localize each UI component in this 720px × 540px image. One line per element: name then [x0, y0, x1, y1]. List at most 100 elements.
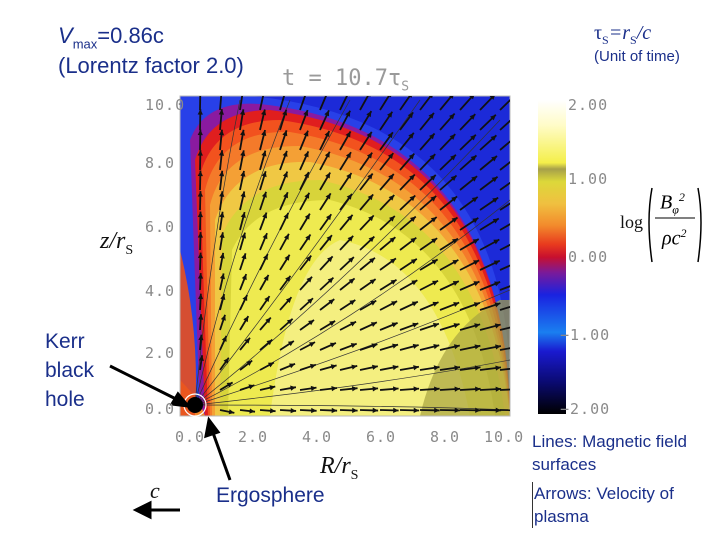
velocity-arrow-head [493, 260, 500, 266]
velocity-arrow-head [392, 386, 399, 392]
velocity-arrow [499, 305, 510, 311]
y-tick: 8.0 [145, 154, 176, 172]
velocity-arrow-head [261, 171, 267, 178]
velocity-arrow-head [410, 258, 417, 265]
velocity-arrow-head [197, 211, 203, 218]
velocity-arrow-head [197, 150, 203, 156]
velocity-arrow-head [350, 343, 357, 349]
tau-definition: τS=rS/c [594, 22, 652, 47]
velocity-arrow-head [387, 132, 393, 139]
velocity-arrow-head [412, 322, 419, 328]
annotation-arrows [109, 364, 232, 520]
kerr-black-hole-label: Kerr black hole [45, 330, 95, 411]
velocity-arrow-head [451, 217, 458, 223]
velocity-arrow-head [471, 196, 478, 203]
velocity-arrow-head [393, 407, 399, 413]
velocity-arrow-head [388, 194, 395, 201]
velocity-arrow-head [429, 154, 436, 160]
velocity-arrow [499, 181, 510, 191]
velocity-arrow-head [246, 360, 253, 366]
velocity-arrow-head [491, 176, 498, 183]
velocity-arrows [197, 89, 521, 415]
velocity-arrow-head [269, 408, 276, 414]
velocity-arrow-head [494, 281, 501, 287]
velocity-arrow-head [516, 408, 521, 413]
velocity-arrow-head [286, 318, 293, 325]
velocity-arrow-head [219, 89, 224, 95]
velocity-arrow-head [310, 385, 317, 391]
velocity-arrow-head [241, 253, 247, 260]
velocity-arrow-head [450, 175, 457, 182]
velocity-arrow-head [408, 96, 412, 98]
velocity-arrow-head [513, 198, 519, 203]
velocity-arrow [499, 161, 510, 171]
vmax-title: Vmax=0.86c [58, 23, 164, 52]
velocity-arrow-head [261, 89, 266, 95]
velocity-arrow-head [283, 233, 289, 240]
velocity-arrow-head [513, 219, 519, 224]
velocity-arrow-head [303, 89, 308, 95]
x-tick: 4.0 [302, 428, 333, 446]
velocity-arrow-head [328, 299, 335, 305]
velocity-arrow-head [389, 216, 395, 222]
velocity-arrow [279, 96, 285, 111]
velocity-arrow-head [493, 239, 500, 245]
velocity-arrow-head [489, 96, 495, 100]
x-axis-label: R/rS [320, 453, 359, 483]
velocity-arrow-head [512, 177, 518, 182]
velocity-arrow-head [264, 296, 270, 303]
velocity-arrow-head [408, 132, 414, 139]
velocity-arrow-head [368, 236, 375, 243]
velocity-arrow-head [515, 303, 521, 308]
velocity-arrow-head [469, 114, 476, 120]
velocity-arrow-head [239, 109, 246, 116]
velocity-arrow-head [431, 259, 438, 265]
velocity-arrow-head [348, 257, 354, 263]
velocity-arrow-head [305, 234, 311, 241]
velocity-arrow-head [348, 278, 355, 284]
velocity-arrow-head [469, 96, 475, 100]
velocity-arrow-head [391, 301, 398, 307]
velocity-arrow-head [492, 197, 499, 203]
velocity-arrow-head [371, 343, 378, 349]
velocity-arrow-head [392, 343, 399, 349]
velocity-arrow-head [197, 170, 203, 177]
velocity-arrow [499, 347, 510, 351]
velocity-arrow-head [269, 385, 276, 391]
velocity-arrow [299, 96, 306, 111]
velocity-arrow-head [304, 192, 310, 199]
velocity-arrow-head [282, 171, 288, 178]
velocity-arrow-head [367, 173, 373, 180]
velocity-arrow [499, 285, 510, 291]
velocity-arrow-head [473, 302, 480, 308]
y-tick: 10.0 [145, 96, 186, 114]
velocity-arrow-head [349, 299, 356, 306]
velocity-arrow-head [470, 134, 476, 141]
y-tick: 4.0 [145, 282, 176, 300]
velocity-arrow-head [407, 112, 414, 119]
velocity-arrow-head [366, 131, 372, 138]
velocity-arrow-head [366, 111, 372, 118]
velocity-arrow-head [409, 195, 416, 202]
velocity-arrow-head [283, 213, 289, 220]
velocity-arrow-head [494, 323, 501, 329]
velocity-arrow-head [283, 192, 288, 199]
velocity-arrow-head [240, 89, 245, 95]
velocity-arrow-head [308, 319, 315, 326]
velocity-arrow-head [413, 407, 420, 413]
velocity-arrow-head [324, 131, 330, 138]
velocity-arrow-head [454, 407, 461, 413]
velocity-arrow-head [369, 279, 376, 285]
velocity-arrow-head [331, 407, 338, 414]
velocity-arrow-head [282, 89, 287, 95]
velocity-arrow-head [387, 153, 394, 159]
velocity-arrow-head [490, 114, 496, 121]
x-tick: 8.0 [430, 428, 461, 446]
velocity-arrow [319, 96, 327, 111]
velocity-arrow-head [352, 407, 358, 414]
colorbar-tick: −2.00 [560, 400, 611, 418]
velocity-arrow-head [434, 386, 440, 392]
velocity-arrow [499, 367, 510, 371]
velocity-arrow-head [432, 301, 439, 307]
velocity-arrow-head [346, 193, 352, 200]
